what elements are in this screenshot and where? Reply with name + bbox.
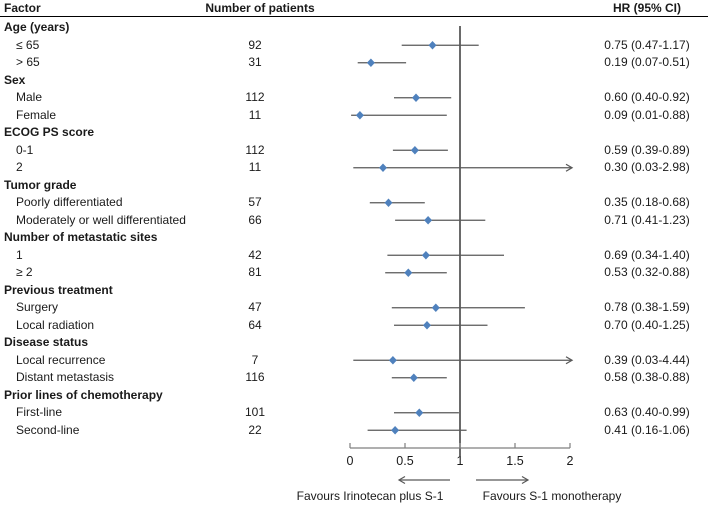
patient-count: 66 <box>248 212 262 227</box>
favours-left-label: Favours Irinotecan plus S-1 <box>296 489 444 503</box>
factor-label: Surgery <box>16 300 59 314</box>
table-row: Poorly differentiated 57 0.35 (0.18-0.68) <box>0 194 708 212</box>
table-row: Female 11 0.09 (0.01-0.88) <box>0 107 708 125</box>
table-row: Distant metastasis 116 0.58 (0.38-0.88) <box>0 369 708 387</box>
favours-left-arrow-head <box>397 475 406 485</box>
table-row: > 65 31 0.19 (0.07-0.51) <box>0 54 708 72</box>
column-header-patients: Number of patients <box>205 1 315 15</box>
factor-label: Sex <box>4 72 26 87</box>
factor-label: ≤ 65 <box>16 37 40 52</box>
factor-label: Local recurrence <box>16 352 106 367</box>
factor-label: Previous treatment <box>4 282 113 297</box>
hr-ci-value: 0.09 (0.01-0.88) <box>604 107 690 122</box>
hr-ci-value: 0.63 (0.40-0.99) <box>604 405 690 419</box>
group-row: ECOG PS score <box>0 124 708 142</box>
x-axis-tick-label: 1 <box>457 454 464 468</box>
x-axis-tick-label: 0 <box>347 454 354 468</box>
patient-count: 101 <box>244 405 266 419</box>
factor-label: Disease status <box>4 335 89 349</box>
table-rows: Age (years) ≤ 65 92 0.75 (0.47-1.17) > 65 31 0… <box>0 19 708 439</box>
factor-label: First-line <box>16 405 63 419</box>
hr-ci-value: 0.30 (0.03-2.98) <box>604 160 690 174</box>
patient-count: 11 <box>248 160 262 174</box>
factor-label: 2 <box>16 160 23 174</box>
hr-ci-value: 0.53 (0.32-0.88) <box>604 265 690 279</box>
patient-count: 42 <box>248 247 262 262</box>
favours-right-label: Favours S-1 monotherapy <box>482 489 622 503</box>
table-row: Local recurrence 7 0.39 (0.03-4.44) <box>0 352 708 370</box>
factor-label: ≥ 2 <box>16 265 33 279</box>
group-row: Number of metastatic sites <box>0 229 708 247</box>
group-row: Tumor grade <box>0 177 708 195</box>
hr-ci-value: 0.75 (0.47-1.17) <box>604 37 690 52</box>
table-row: 1 42 0.69 (0.34-1.40) <box>0 247 708 265</box>
x-axis-tick-label: 0.5 <box>396 454 413 468</box>
factor-label: Distant metastasis <box>16 370 115 384</box>
column-header-hr-ci: HR (95% CI) <box>612 1 681 15</box>
group-row: Prior lines of chemotherapy <box>0 387 708 405</box>
group-row: Disease status <box>0 334 708 352</box>
patient-count: 11 <box>248 107 262 122</box>
table-row: First-line 101 0.63 (0.40-0.99) <box>0 404 708 422</box>
hr-ci-value: 0.19 (0.07-0.51) <box>604 55 690 69</box>
table-row: 2 11 0.30 (0.03-2.98) <box>0 159 708 177</box>
hr-ci-value: 0.70 (0.40-1.25) <box>604 317 690 332</box>
column-header-factor: Factor <box>4 1 41 15</box>
factor-label: Male <box>16 90 43 104</box>
table-row: 0-1 112 0.59 (0.39-0.89) <box>0 142 708 160</box>
factor-label: Tumor grade <box>4 177 77 192</box>
factor-label: Age (years) <box>4 20 70 34</box>
factor-label: Number of metastatic sites <box>4 230 158 244</box>
patient-count: 31 <box>248 55 262 69</box>
factor-label: Poorly differentiated <box>16 195 123 209</box>
group-row: Previous treatment <box>0 282 708 300</box>
patient-count: 22 <box>248 422 262 437</box>
x-axis-tick-label: 2 <box>567 454 574 468</box>
favours-right-arrow-head <box>521 475 530 485</box>
x-axis-tick-label: 1.5 <box>506 454 523 468</box>
factor-label: Female <box>16 107 57 122</box>
table-row: ≥ 2 81 0.53 (0.32-0.88) <box>0 264 708 282</box>
hr-ci-value: 0.60 (0.40-0.92) <box>604 90 690 104</box>
factor-label: Prior lines of chemotherapy <box>4 387 163 402</box>
table-row: Second-line 22 0.41 (0.16-1.06) <box>0 422 708 440</box>
factor-label: 0-1 <box>16 142 34 157</box>
table-row: Moderately or well differentiated 66 0.71 … <box>0 212 708 230</box>
factor-label: 1 <box>16 247 23 262</box>
table-row: Surgery 47 0.78 (0.38-1.59) <box>0 299 708 317</box>
patient-count: 112 <box>245 90 265 104</box>
patient-count: 116 <box>245 370 265 384</box>
patient-count: 92 <box>248 37 262 52</box>
patient-count: 47 <box>248 300 262 314</box>
factor-label: Local radiation <box>16 317 95 332</box>
hr-ci-value: 0.78 (0.38-1.59) <box>604 300 690 314</box>
hr-ci-value: 0.39 (0.03-4.44) <box>604 352 690 367</box>
patient-count: 7 <box>251 352 259 367</box>
hr-ci-value: 0.41 (0.16-1.06) <box>604 422 690 437</box>
table-row: Local radiation 64 0.70 (0.40-1.25) <box>0 317 708 335</box>
group-row: Age (years) <box>0 19 708 37</box>
table-row: Male 112 0.60 (0.40-0.92) <box>0 89 708 107</box>
group-row: Sex <box>0 72 708 90</box>
factor-label: > 65 <box>16 55 40 69</box>
table-row: ≤ 65 92 0.75 (0.47-1.17) <box>0 37 708 55</box>
patient-count: 112 <box>245 142 265 157</box>
patient-count: 64 <box>248 317 262 332</box>
hr-ci-value: 0.59 (0.39-0.89) <box>604 142 690 157</box>
patient-count: 57 <box>248 195 262 209</box>
hr-ci-value: 0.71 (0.41-1.23) <box>604 212 690 227</box>
hr-ci-value: 0.35 (0.18-0.68) <box>604 195 690 209</box>
factor-label: Second-line <box>16 422 80 437</box>
factor-label: Moderately or well differentiated <box>16 212 186 227</box>
hr-ci-value: 0.69 (0.34-1.40) <box>604 247 690 262</box>
hr-ci-value: 0.58 (0.38-0.88) <box>604 370 690 384</box>
header-divider <box>0 16 708 17</box>
factor-label: ECOG PS score <box>4 125 95 139</box>
patient-count: 81 <box>248 265 262 279</box>
